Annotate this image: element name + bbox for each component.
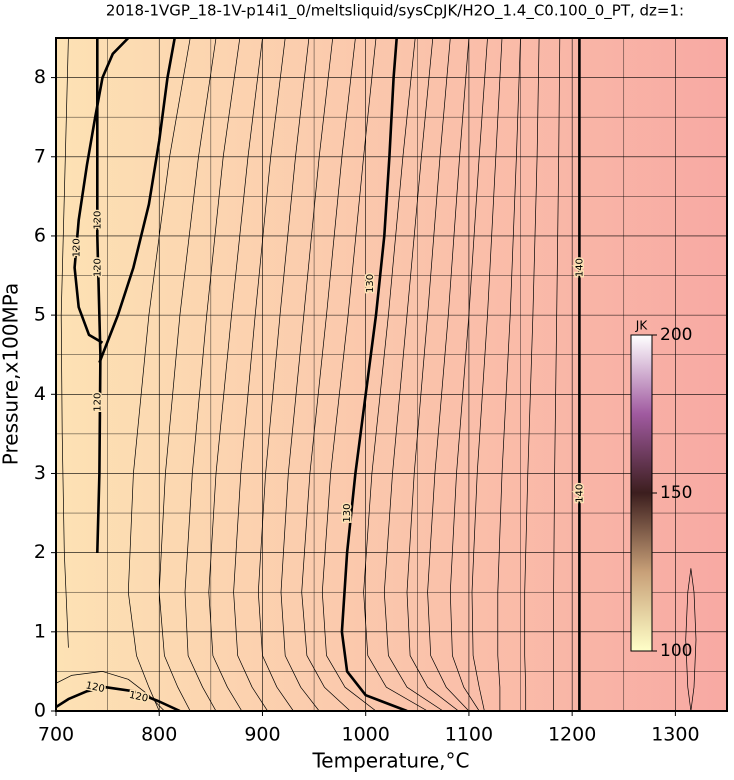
contour-line [96,38,102,553]
y-tick-label: 7 [34,145,46,167]
contour-line [233,38,286,711]
contour-label: 130 [342,504,353,523]
contour-line [280,38,334,711]
contour-line [56,685,181,711]
contour-line [301,38,356,711]
x-tick-label: 700 [38,724,74,746]
colorbar-tick-label: 100 [660,641,692,661]
contour-line [60,38,69,648]
x-tick-label: 1200 [548,724,596,746]
contour-line [321,38,377,711]
contour-line [340,38,408,711]
contour-label: 120 [92,393,103,412]
contour-line [685,568,697,711]
y-tick-label: 6 [34,224,46,246]
y-tick-label: 2 [34,541,46,563]
y-tick-label: 4 [34,383,46,405]
y-tick-label: 3 [34,462,46,484]
contour-line [427,38,470,711]
contour-line [383,38,444,711]
contour-line [127,38,191,711]
contour-line [363,38,428,711]
colorbar [630,334,653,652]
contour-line [56,671,165,711]
x-tick-label: 1100 [445,724,493,746]
colorbar-tick-label: 150 [660,483,692,503]
y-tick-label: 0 [34,700,46,722]
x-axis-label: Temperature,°C [311,749,469,773]
contour-label: 130 [365,274,376,293]
y-tick-label: 5 [34,304,46,326]
y-tick-label: 8 [34,66,46,88]
x-tick-label: 1300 [651,724,699,746]
contour-line [184,38,241,711]
contour-line [158,38,217,711]
contour-line [257,38,310,711]
contour-label: 140 [574,484,585,503]
contour-line [73,38,130,344]
contour-line [471,38,503,711]
y-axis-label: Pressure,x100MPa [0,283,23,465]
contour-line [449,38,488,711]
contour-line [524,38,540,711]
y-tick-label: 1 [34,620,46,642]
plot-frame [55,37,728,712]
x-tick-label: 1000 [342,724,390,746]
contour-line [98,38,176,364]
colorbar-label: JK [635,319,649,333]
contour-label: 120 [92,258,103,277]
x-tick-label: 800 [141,724,177,746]
x-tick-label: 900 [244,724,280,746]
contour-line [553,38,561,711]
plot-background [56,38,727,711]
contour-label: 140 [574,258,585,277]
contour-line [208,38,263,711]
contour-label: 120 [72,238,83,257]
contour-label: 120 [92,211,103,230]
colorbar-tick-label: 200 [660,325,692,345]
contour-line [406,38,459,711]
chart-title: 2018-1VGP_18-1V-p14i1_0/meltsliquid/sysC… [106,2,684,21]
contour-line [497,38,521,711]
